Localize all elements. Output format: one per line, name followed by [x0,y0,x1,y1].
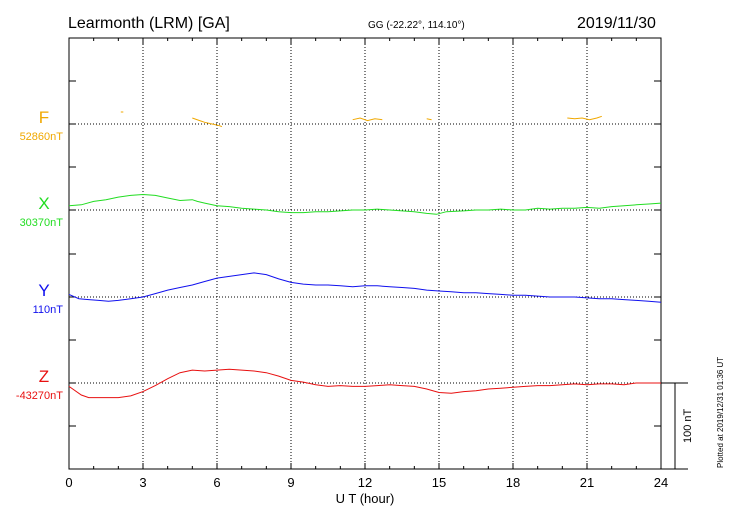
x-tick-label: 3 [139,475,146,490]
series-name-y: Y [38,281,49,300]
series-line-z [68,368,661,399]
series-line-f [352,117,383,122]
scale-bar: 100 nT [661,382,694,470]
x-tick-label: 12 [358,475,372,490]
series-line-y [68,272,662,303]
x-tick-label: 9 [287,475,294,490]
x-tick-labels: 0 3 6 9 12 15 18 21 24 [65,475,668,490]
minor-ticks [68,38,662,469]
series-line-x [68,193,662,215]
series-baseline-y: 110nT [33,304,64,316]
scale-bar-label: 100 nT [682,408,694,443]
x-tick-label: 0 [65,475,72,490]
station-coordinates: GG (-22.22°, 114.10°) [368,20,465,31]
chart-title: Learmonth (LRM) [GA] [68,15,230,32]
series-name-z: Z [39,367,49,386]
x-tick-label: 18 [506,475,520,490]
series-name-f: F [39,108,49,127]
grid [69,38,661,469]
series-baseline-x: 30370nT [20,217,64,229]
series-name-x: X [38,194,49,213]
series-z [68,368,661,399]
series-f [120,111,602,128]
plotted-at-note: Plotted at 2019/12/31 01:36 UT [716,357,725,468]
chart-date: 2019/11/30 [577,15,656,32]
series-line-f [567,115,602,121]
series-layer [68,111,662,399]
x-tick-label: 6 [213,475,220,490]
series-line-f [192,117,223,128]
series-x [68,193,662,215]
series-baseline-z: -43270nT [16,390,63,402]
series-y [68,272,662,303]
x-tick-label: 15 [432,475,446,490]
x-tick-label: 21 [580,475,594,490]
x-axis-label: U T (hour) [336,491,395,506]
series-labels: F 52860nT X 30370nT Y 110nT Z -43270nT [16,108,63,402]
x-tick-label: 24 [654,475,668,490]
series-baseline-f: 52860nT [20,131,64,143]
series-line-f [426,118,432,121]
